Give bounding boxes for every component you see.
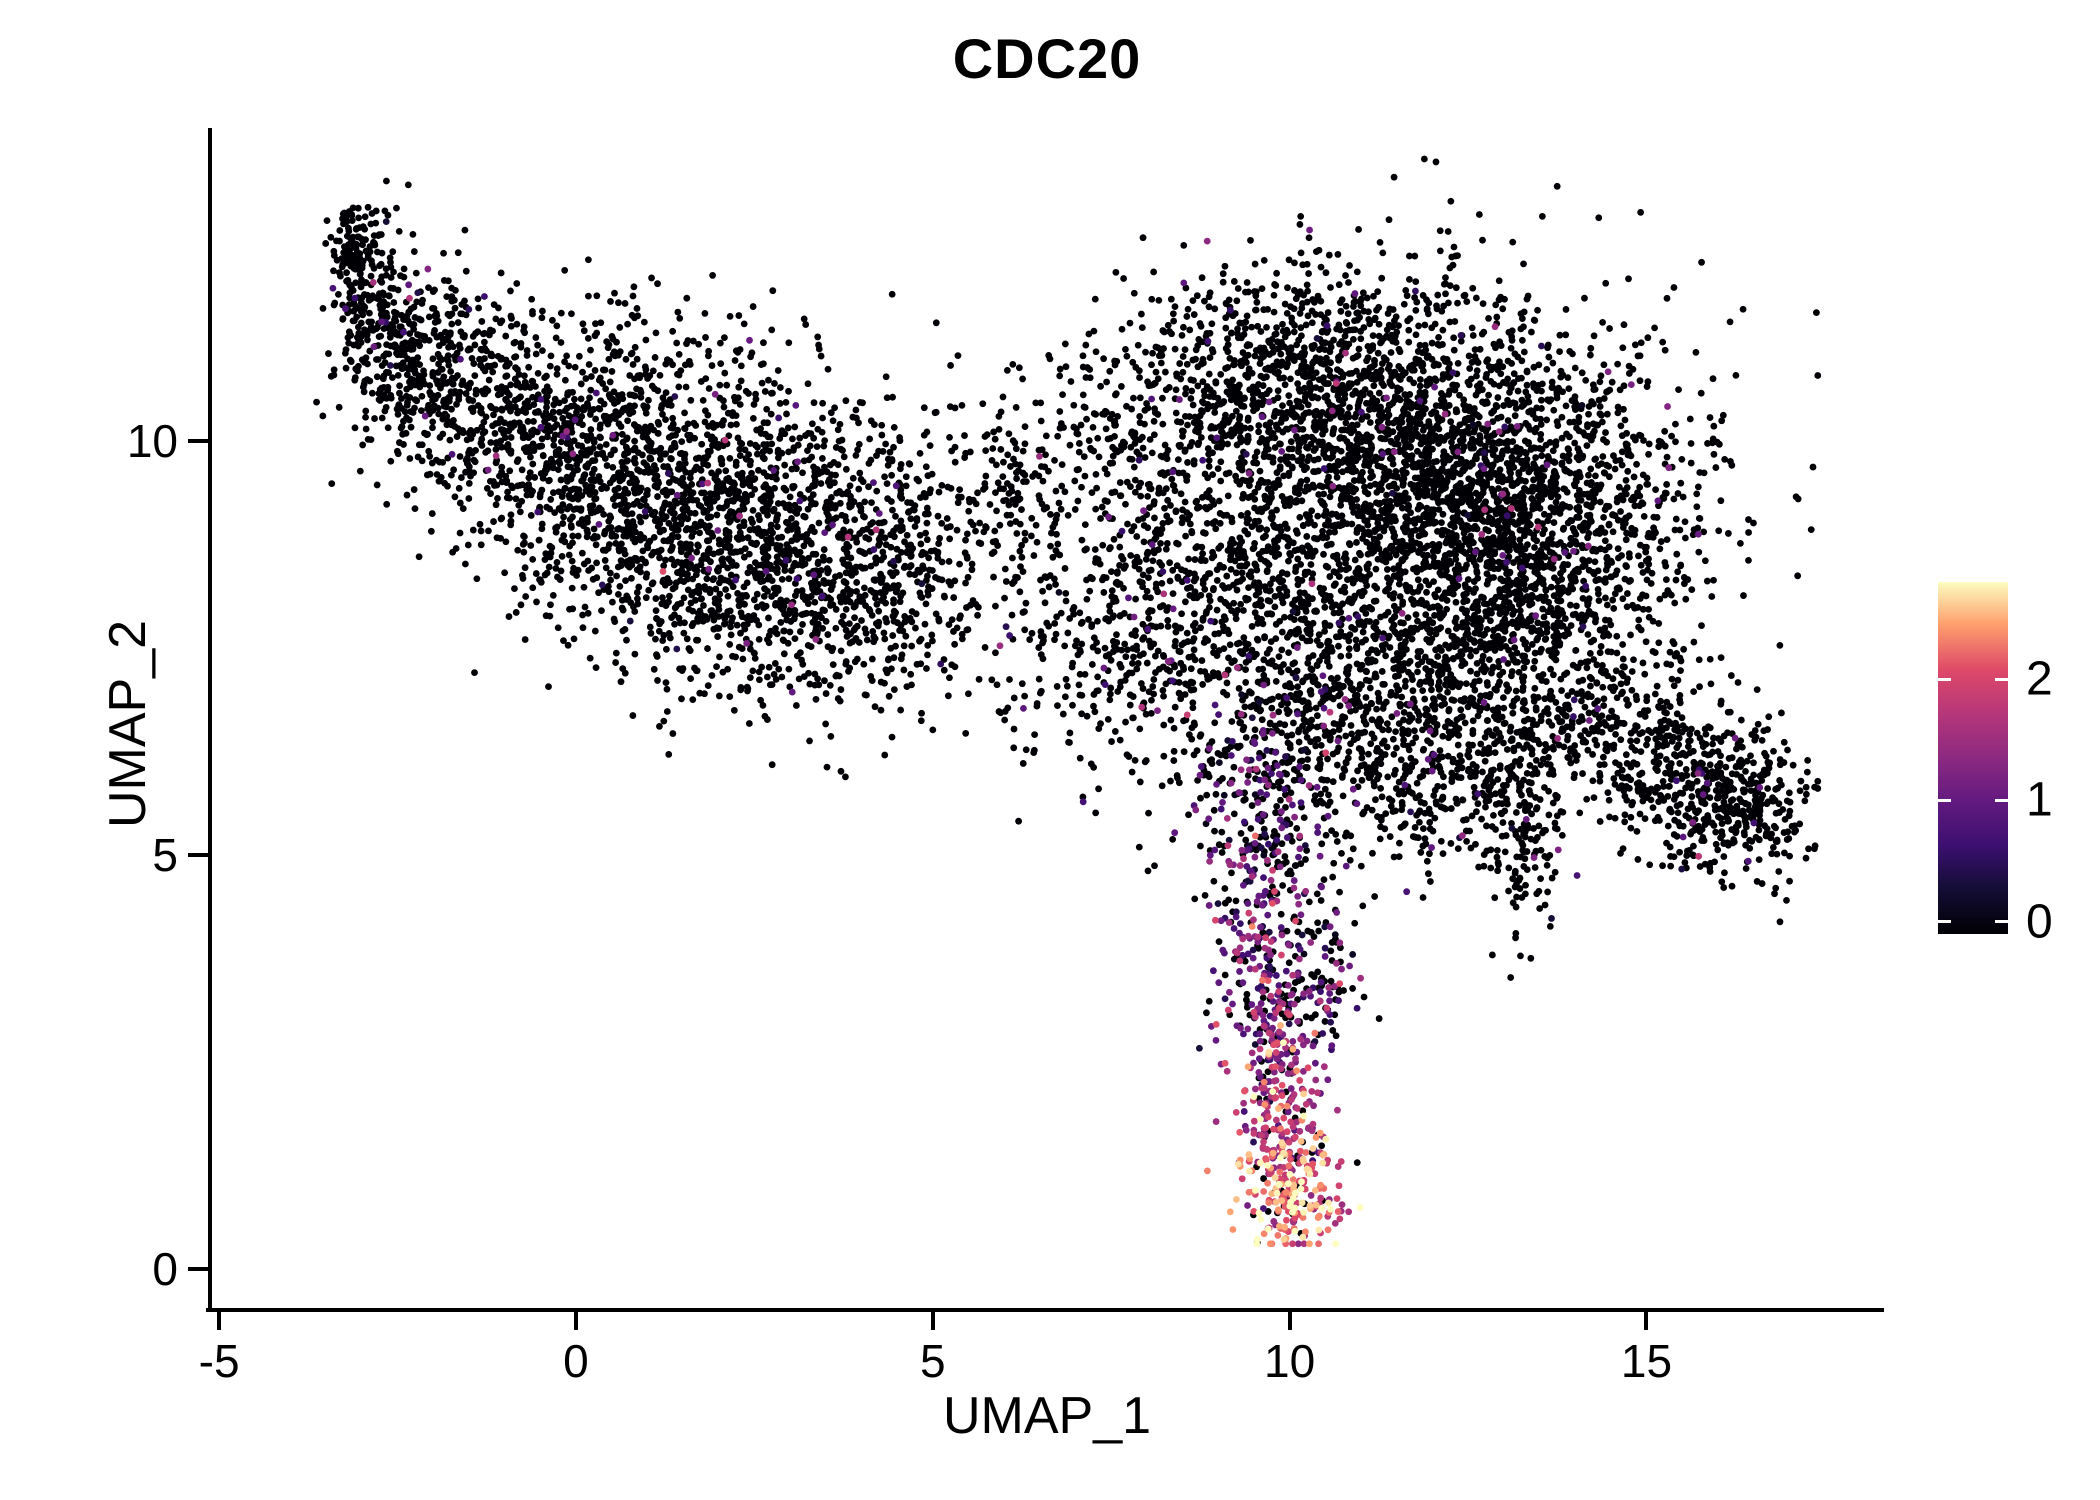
colorbar-tick-mark xyxy=(1938,920,1951,924)
y-tick-label: 10 xyxy=(126,414,178,467)
y-axis-line xyxy=(208,128,212,1312)
colorbar-tick-label: 1 xyxy=(2026,773,2053,827)
colorbar-gradient xyxy=(1938,582,2008,934)
x-tick-label: 0 xyxy=(563,1335,589,1387)
x-tick-mark xyxy=(1644,1312,1649,1330)
x-tick-mark xyxy=(217,1312,222,1330)
y-tick-label: 5 xyxy=(152,828,178,881)
colorbar-tick-mark xyxy=(1938,798,1951,802)
expression-colorbar: 0 1 2 xyxy=(1938,582,2053,948)
x-tick-label: 10 xyxy=(1264,1335,1316,1387)
colorbar-tick-mark xyxy=(1995,798,2008,802)
colorbar-tick-mark xyxy=(1995,920,2008,924)
x-axis-line xyxy=(206,1308,1884,1312)
x-tick-label: 15 xyxy=(1620,1335,1673,1387)
colorbar-tick-mark xyxy=(1938,677,1951,681)
x-tick-mark xyxy=(1287,1312,1292,1330)
y-tick-mark xyxy=(188,1266,208,1271)
colorbar-tick-label: 0 xyxy=(2026,895,2053,949)
y-tick-mark xyxy=(188,438,208,443)
x-tick-label: -5 xyxy=(198,1335,240,1387)
x-tick-mark xyxy=(573,1312,578,1330)
scatter-plot-canvas xyxy=(212,130,1882,1310)
x-tick-mark xyxy=(930,1312,935,1330)
plot-title: CDC20 xyxy=(952,27,1142,90)
y-tick-mark xyxy=(188,852,208,857)
x-axis-label: UMAP_1 xyxy=(942,1387,1152,1445)
y-tick-label: 0 xyxy=(152,1242,178,1295)
colorbar-tick-label: 2 xyxy=(2026,652,2053,706)
colorbar-tick-mark xyxy=(1995,677,2008,681)
x-tick-label: 5 xyxy=(920,1335,946,1387)
